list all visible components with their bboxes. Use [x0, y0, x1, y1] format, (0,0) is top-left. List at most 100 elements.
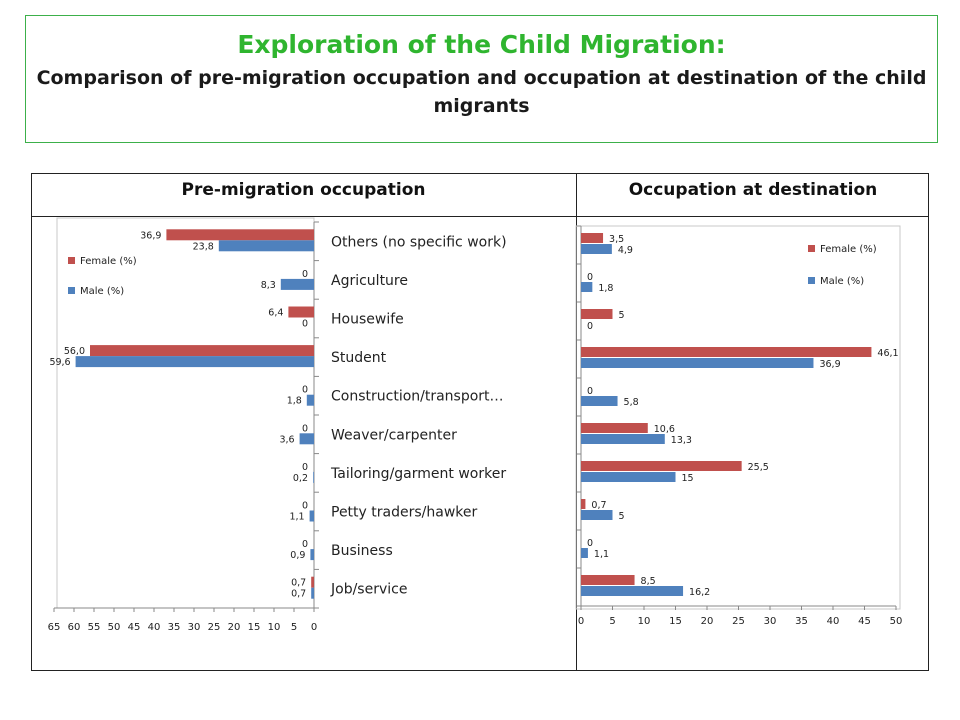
right-bar-male: [581, 282, 593, 292]
right-data-label-male: 15: [682, 473, 694, 484]
left-data-label-male: 23,8: [193, 241, 214, 252]
left-bar-male: [299, 433, 314, 445]
category-label: Tailoring/garment worker: [330, 466, 506, 482]
right-data-label-female: 0,7: [591, 500, 606, 511]
right-data-label-male: 1,1: [594, 549, 609, 560]
right-bar-female: [581, 575, 635, 585]
left-x-tick-label: 15: [248, 622, 261, 633]
left-data-label-female: 0: [302, 462, 308, 473]
left-x-tick-label: 45: [128, 622, 141, 633]
right-bar-male: [581, 510, 613, 520]
left-x-tick-label: 5: [291, 622, 297, 633]
left-bar-male: [313, 471, 314, 483]
left-x-tick-label: 65: [48, 622, 61, 633]
left-data-label-male: 1,8: [287, 396, 302, 407]
right-x-tick-label: 20: [701, 616, 714, 627]
right-data-label-male: 36,9: [819, 359, 840, 370]
left-data-label-female: 0: [302, 269, 308, 280]
header-divider: [31, 216, 929, 217]
right-data-label-female: 0: [587, 386, 593, 397]
right-legend-swatch-male: [808, 277, 815, 284]
right-data-label-female: 0: [587, 272, 593, 283]
right-bar-male: [581, 472, 676, 482]
left-data-label-male: 59,6: [49, 357, 70, 368]
left-bar-female: [166, 229, 314, 241]
right-data-label-female: 25,5: [748, 462, 769, 473]
right-bar-female: [581, 461, 742, 471]
category-label: Construction/transport…: [331, 389, 504, 405]
left-bar-male: [311, 587, 314, 599]
left-bar-female: [288, 306, 314, 318]
right-data-label-female: 0: [587, 538, 593, 549]
right-x-tick-label: 35: [795, 616, 808, 627]
left-data-label-female: 36,9: [140, 230, 161, 241]
left-bar-male: [218, 240, 314, 252]
left-data-label-female: 0,7: [291, 578, 306, 589]
category-label: Student: [331, 350, 387, 366]
right-x-tick-label: 30: [764, 616, 777, 627]
left-legend-swatch-male: [68, 287, 75, 294]
left-data-label-male: 3,6: [279, 434, 294, 445]
page-subtitle: Comparison of pre-migration occupation a…: [36, 67, 927, 117]
left-data-label-male: 8,3: [261, 280, 276, 291]
right-bar-female: [581, 233, 604, 243]
right-bar-male: [581, 244, 612, 254]
right-x-tick-label: 25: [732, 616, 745, 627]
left-data-label-female: 6,4: [268, 308, 283, 319]
left-chart-frame: [56, 217, 315, 609]
right-data-label-female: 46,1: [877, 348, 898, 359]
left-x-tick-label: 30: [188, 622, 201, 633]
left-data-label-female: 0: [302, 539, 308, 550]
left-data-label-female: 56,0: [64, 346, 85, 357]
right-column-header: Occupation at destination: [628, 180, 878, 200]
right-data-label-female: 3,5: [609, 234, 624, 245]
left-x-tick-label: 0: [311, 622, 317, 633]
right-x-tick-label: 40: [827, 616, 840, 627]
category-label: Weaver/carpenter: [331, 427, 457, 443]
left-bar-male: [75, 356, 314, 368]
left-x-tick-label: 60: [68, 622, 81, 633]
right-x-tick-label: 10: [638, 616, 651, 627]
left-data-label-female: 0: [302, 385, 308, 396]
left-x-tick-label: 40: [148, 622, 161, 633]
right-x-tick-label: 15: [669, 616, 682, 627]
category-label: Job/service: [330, 582, 407, 598]
category-label: Business: [331, 543, 393, 559]
right-data-label-female: 8,5: [641, 576, 656, 587]
page-title: Exploration of the Child Migration:: [237, 30, 726, 59]
left-bar-male: [310, 549, 314, 561]
right-data-label-female: 5: [619, 310, 625, 321]
title-box: Exploration of the Child Migration: Comp…: [25, 15, 938, 143]
left-data-label-male: 0: [302, 319, 308, 330]
right-x-tick-label: 5: [609, 616, 615, 627]
right-bar-male: [581, 358, 814, 368]
right-data-label-male: 0: [587, 321, 593, 332]
right-data-label-male: 16,2: [689, 587, 710, 598]
right-legend-label-female: Female (%): [820, 244, 877, 255]
category-label: Agriculture: [331, 273, 408, 289]
left-x-tick-label: 25: [208, 622, 221, 633]
right-data-label-male: 5: [619, 511, 625, 522]
left-bar-female: [90, 345, 314, 357]
left-data-label-male: 1,1: [289, 512, 304, 523]
left-legend-label-male: Male (%): [80, 286, 124, 297]
right-bar-male: [581, 586, 684, 596]
left-data-label-female: 0: [302, 501, 308, 512]
left-x-tick-label: 50: [108, 622, 121, 633]
left-bar-male: [280, 278, 314, 290]
left-legend-swatch-female: [68, 257, 75, 264]
right-data-label-female: 10,6: [654, 424, 675, 435]
right-x-tick-label: 45: [858, 616, 871, 627]
left-bar-female: [311, 576, 314, 588]
right-x-tick-label: 50: [890, 616, 903, 627]
right-bar-male: [581, 434, 665, 444]
left-x-tick-label: 35: [168, 622, 181, 633]
left-legend-label-female: Female (%): [80, 256, 137, 267]
right-bar-male: [581, 548, 588, 558]
left-data-label-male: 0,2: [293, 473, 308, 484]
left-column-header: Pre-migration occupation: [181, 180, 426, 200]
right-bar-male: [581, 396, 618, 406]
right-data-label-male: 5,8: [624, 397, 639, 408]
left-x-tick-label: 10: [268, 622, 281, 633]
left-x-tick-label: 20: [228, 622, 241, 633]
